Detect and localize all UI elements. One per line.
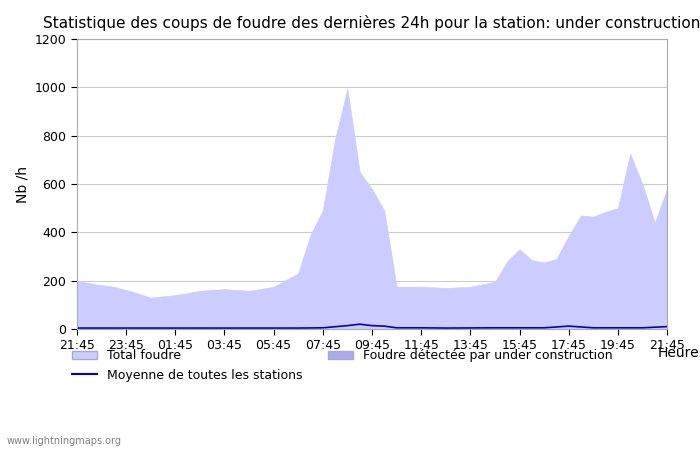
X-axis label: Heure: Heure <box>658 346 700 360</box>
Legend: Total foudre, Moyenne de toutes les stations, Foudre détectée par under construc: Total foudre, Moyenne de toutes les stat… <box>67 344 617 387</box>
Text: www.lightningmaps.org: www.lightningmaps.org <box>7 436 122 446</box>
Y-axis label: Nb /h: Nb /h <box>15 166 29 202</box>
Title: Statistique des coups de foudre des dernières 24h pour la station: under constru: Statistique des coups de foudre des dern… <box>43 15 700 31</box>
